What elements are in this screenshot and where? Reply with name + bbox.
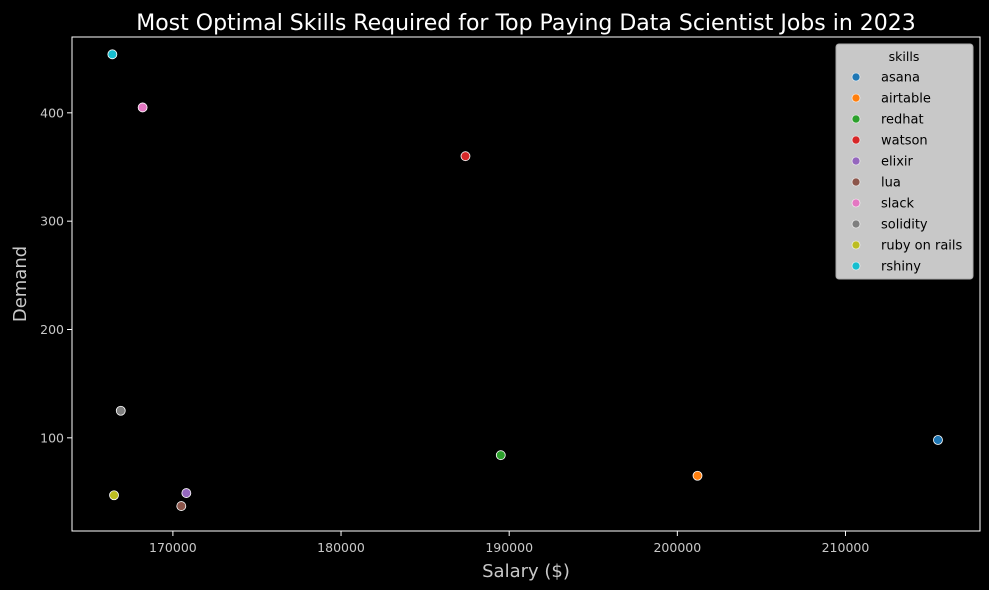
legend-items: asana airtable redhat watson elixir lua slack s… (851, 71, 963, 275)
legend-marker (851, 240, 861, 250)
legend: skills asana airtable redhat watson elixir lu… (835, 43, 974, 280)
legend-title: skills (889, 49, 920, 64)
point-watson (460, 151, 471, 162)
legend-box (835, 43, 974, 280)
legend-label: ruby on rails (881, 239, 963, 254)
plot-area (71, 36, 981, 532)
legend-label: lua (881, 176, 901, 191)
point-asana (933, 435, 943, 445)
x-tick-label: 200000 (653, 540, 701, 555)
legend-label: airtable (881, 92, 931, 107)
legend-label: solidity (881, 218, 928, 233)
y-axis: 100 200 300 400 (40, 105, 72, 445)
legend-marker (851, 72, 861, 82)
y-tick-label: 400 (40, 105, 64, 120)
legend-label: rshiny (881, 260, 921, 275)
legend-label: asana (881, 71, 920, 86)
legend-label: redhat (881, 113, 924, 128)
legend-marker (851, 93, 861, 103)
legend-marker (851, 261, 861, 271)
y-axis-label: Demand (10, 246, 31, 322)
legend-label: watson (881, 134, 928, 149)
legend-marker (851, 135, 861, 145)
x-tick-label: 190000 (485, 540, 533, 555)
point-ruby-on-rails (109, 490, 119, 501)
point-airtable (692, 470, 703, 481)
point-elixir (181, 488, 192, 498)
point-solidity (115, 405, 126, 416)
point-slack (137, 102, 148, 113)
legend-marker (851, 198, 861, 208)
y-tick-label: 200 (40, 322, 64, 337)
legend-marker (851, 156, 861, 166)
x-tick-label: 180000 (317, 540, 365, 555)
data-points (107, 49, 943, 511)
point-rshiny (107, 49, 118, 60)
legend-label: elixir (881, 155, 914, 170)
legend-label: slack (881, 197, 914, 212)
x-axis: 170000 180000 190000 200000 210000 (149, 531, 869, 555)
x-tick-label: 210000 (822, 540, 870, 555)
legend-marker (851, 114, 861, 124)
legend-marker (851, 219, 861, 229)
x-axis-label: Salary ($) (482, 561, 570, 582)
y-tick-label: 100 (40, 430, 64, 445)
y-tick-label: 300 (40, 214, 64, 229)
x-tick-label: 170000 (149, 540, 197, 555)
chart-title: Most Optimal Skills Required for Top Pay… (136, 11, 916, 36)
point-redhat (495, 450, 506, 461)
point-lua (176, 501, 187, 511)
legend-marker (851, 177, 861, 187)
